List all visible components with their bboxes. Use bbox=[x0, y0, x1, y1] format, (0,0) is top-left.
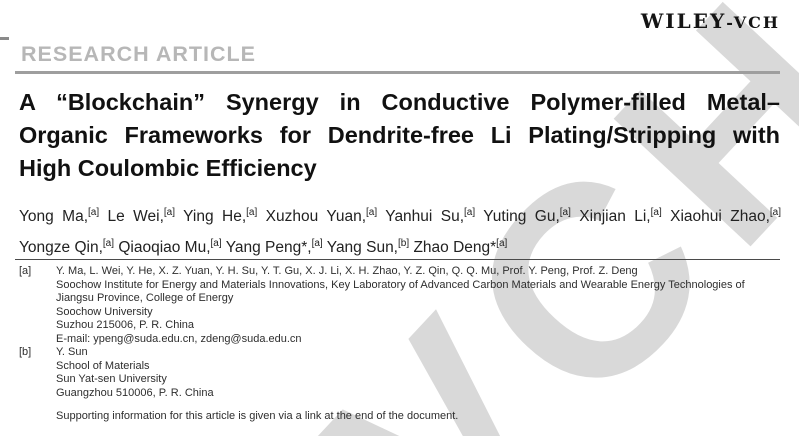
author-affiliation-ref: [a] bbox=[464, 207, 476, 218]
footnote-rule bbox=[15, 259, 780, 260]
author-name: Yang Sun, bbox=[326, 239, 398, 257]
affiliation-text: Y. Ma, L. Wei, Y. He, X. Z. Yuan, Y. H. … bbox=[56, 265, 780, 346]
affiliation-line: E-mail: ypeng@suda.edu.cn, zdeng@suda.ed… bbox=[56, 332, 302, 345]
author-affiliation-ref: [a] bbox=[559, 207, 571, 218]
author-name: Yongze Qin, bbox=[19, 239, 103, 257]
author-name: Yuting Gu, bbox=[483, 208, 560, 226]
author: Qiaoqiao Mu,[a] bbox=[118, 238, 222, 257]
author: Yongze Qin,[a] bbox=[19, 238, 115, 257]
affiliation: [b] Y. Sun School of Materials Sun Yat-sen … bbox=[19, 346, 780, 400]
affiliation: [a] Y. Ma, L. Wei, Y. He, X. Z. Yuan, Y. … bbox=[19, 265, 780, 346]
author-affiliation-ref: [a] bbox=[311, 238, 323, 250]
author-affiliation-ref: [a] bbox=[366, 207, 378, 218]
author-affiliation-ref: [a] bbox=[650, 207, 662, 218]
author-name: Qiaoqiao Mu, bbox=[118, 239, 211, 257]
author: Yuting Gu,[a] bbox=[483, 207, 571, 226]
affiliation-line: Soochow Institute for Energy and Materia… bbox=[56, 278, 745, 305]
author-line: Yongze Qin,[a] Qiaoqiao Mu,[a] Yang Peng… bbox=[19, 230, 781, 261]
author-affiliation-ref: [b] bbox=[398, 238, 410, 250]
author: Yong Ma,[a] bbox=[19, 207, 100, 226]
author-affiliation-ref: [a] bbox=[246, 207, 258, 218]
author-name: Zhao Deng* bbox=[413, 239, 497, 257]
author: Ying He,[a] bbox=[183, 207, 258, 226]
page-edge-mark bbox=[0, 37, 9, 40]
affiliation-line: Sun Yat-sen University bbox=[56, 373, 167, 385]
affiliation-label: [b] bbox=[19, 346, 32, 358]
section-label: RESEARCH ARTICLE bbox=[21, 42, 256, 66]
title-line: High Coulombic Efficiency bbox=[19, 155, 317, 181]
author-name: Xinjian Li, bbox=[579, 208, 651, 226]
author-name: Xuzhou Yuan, bbox=[265, 208, 366, 226]
affiliation-label: [a] bbox=[19, 265, 32, 277]
publisher-logo: WILEY-VCH bbox=[641, 9, 780, 33]
author: Le Wei,[a] bbox=[107, 207, 176, 226]
author-affiliation-ref: [a] bbox=[163, 207, 176, 218]
author: Yang Sun,[b] bbox=[326, 238, 410, 257]
author-affiliation-ref: [a] bbox=[496, 238, 508, 250]
author-name: Yong Ma, bbox=[19, 208, 89, 226]
author-affiliation-ref: [a] bbox=[769, 207, 782, 218]
publisher-logo-vch: -VCH bbox=[726, 13, 780, 32]
author: Xuzhou Yuan,[a] bbox=[265, 207, 378, 226]
author-name: Ying He, bbox=[183, 208, 247, 226]
footnotes: [a] Y. Ma, L. Wei, Y. He, X. Z. Yuan, Y. … bbox=[19, 265, 780, 424]
author-affiliation-ref: [a] bbox=[88, 207, 100, 218]
author-byline: Yong Ma,[a] Le Wei,[a] Ying He,[a] Xuzho… bbox=[19, 199, 781, 261]
title-line: Organic Frameworks for Dendrite-free Li … bbox=[19, 122, 780, 148]
author: Zhao Deng*[a] bbox=[413, 238, 508, 257]
publisher-logo-wiley: WILEY bbox=[640, 9, 727, 33]
affiliation-line: Guangzhou 510006, P. R. China bbox=[56, 386, 214, 399]
author-name: Xiaohui Zhao, bbox=[670, 208, 770, 226]
supporting-information-note: Supporting information for this article … bbox=[56, 410, 459, 422]
author: Yanhui Su,[a] bbox=[385, 207, 476, 226]
affiliation-line: Y. Ma, L. Wei, Y. He, X. Z. Yuan, Y. H. … bbox=[56, 265, 638, 277]
affiliation-line: School of Materials bbox=[56, 359, 150, 372]
affiliation-line: Suzhou 215006, P. R. China bbox=[56, 319, 195, 331]
author-affiliation-ref: [a] bbox=[102, 238, 115, 250]
title-line: A “Blockchain” Synergy in Conductive Pol… bbox=[19, 89, 780, 115]
author-name: Yanhui Su, bbox=[385, 208, 465, 226]
affiliation-text: Y. Sun School of Materials Sun Yat-sen Uni… bbox=[56, 346, 780, 400]
affiliation-line: Soochow University bbox=[56, 305, 153, 318]
author-affiliation-ref: [a] bbox=[210, 238, 222, 250]
affiliation-line: Y. Sun bbox=[56, 346, 88, 358]
author: Xiaohui Zhao,[a] bbox=[670, 207, 782, 226]
author: Xinjian Li,[a] bbox=[579, 207, 662, 226]
author-line: Yong Ma,[a] Le Wei,[a] Ying He,[a] Xuzho… bbox=[19, 199, 781, 230]
author-name: Yang Peng*, bbox=[225, 239, 312, 257]
author: Yang Peng*,[a] bbox=[225, 238, 323, 257]
author-name: Le Wei, bbox=[107, 208, 164, 226]
header-rule bbox=[15, 71, 780, 74]
article-title: A “Blockchain” Synergy in Conductive Pol… bbox=[19, 86, 780, 185]
affiliations: [a] Y. Ma, L. Wei, Y. He, X. Z. Yuan, Y. … bbox=[19, 265, 780, 400]
